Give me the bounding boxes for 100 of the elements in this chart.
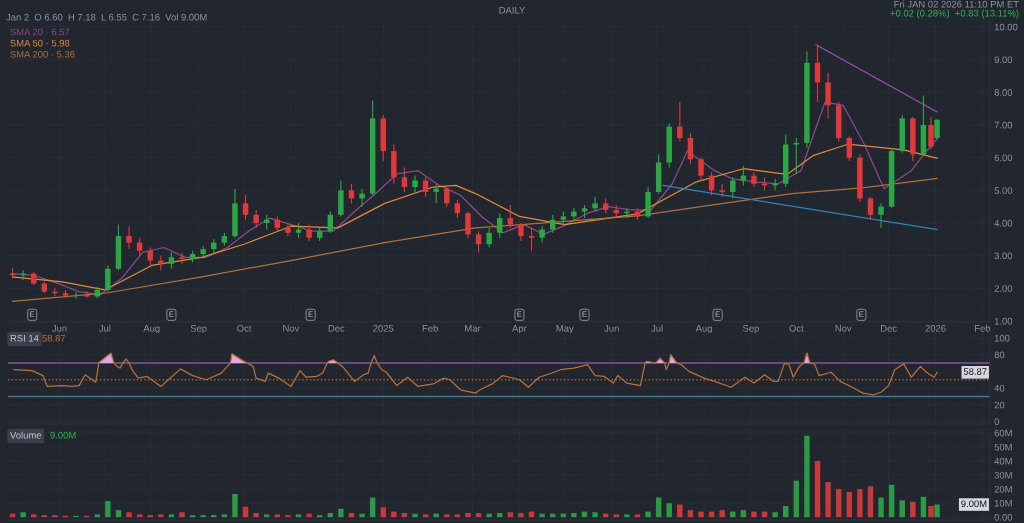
text: Fri JAN 02 2026 11:10 PM ET xyxy=(894,0,1019,8)
bar xyxy=(804,435,810,518)
candlestick xyxy=(486,227,492,249)
bar xyxy=(444,514,450,518)
bar xyxy=(624,514,630,518)
y-tick-label: 5.00 xyxy=(994,187,1013,194)
candlestick xyxy=(867,196,874,221)
candlestick xyxy=(539,225,545,244)
x-tick-label: Oct xyxy=(789,325,804,332)
candlestick xyxy=(253,209,259,229)
candlestick xyxy=(73,291,79,300)
bar xyxy=(52,515,58,518)
candlestick xyxy=(412,175,418,195)
y-tick-label: 60M xyxy=(994,429,1012,437)
x-tick-label: Dec xyxy=(881,325,897,332)
bar xyxy=(306,513,312,518)
bar xyxy=(211,515,217,518)
bar xyxy=(115,510,122,518)
text: SMA 50 · 5.98 xyxy=(10,39,70,47)
bar xyxy=(221,514,228,518)
bar xyxy=(147,515,153,518)
bar xyxy=(126,512,132,518)
candlestick xyxy=(507,204,514,229)
bar xyxy=(31,514,37,518)
x-tick-label: Feb xyxy=(975,324,991,332)
bar xyxy=(928,505,934,518)
bar xyxy=(274,514,281,518)
candlestick xyxy=(433,183,439,204)
bar xyxy=(316,515,323,518)
bar xyxy=(232,494,238,518)
annotation: 58.87 xyxy=(42,334,66,342)
bar xyxy=(422,514,429,518)
x-tick-label: Jul xyxy=(98,324,111,332)
x-tick-label: Jul xyxy=(651,324,663,332)
bar xyxy=(857,489,863,518)
bar xyxy=(613,514,619,518)
bar xyxy=(867,486,874,518)
bar xyxy=(158,514,164,518)
bar xyxy=(539,513,545,518)
candlestick xyxy=(465,210,471,239)
x-tick-label: Aug xyxy=(695,325,712,334)
bar xyxy=(465,512,471,518)
bar xyxy=(719,510,725,518)
text: SMA 200 · 5.36 xyxy=(10,50,75,58)
y-tick-label: 0.00 xyxy=(994,514,1013,521)
bar xyxy=(666,503,672,518)
bar xyxy=(751,511,757,518)
text: +0.02 (0.28%) +0.83 (13.11%) xyxy=(890,9,1019,19)
bar xyxy=(772,512,778,518)
y-tick-label: 2.00 xyxy=(994,285,1013,292)
bar xyxy=(295,514,302,518)
y-tick-label: 4.00 xyxy=(994,219,1013,227)
x-tick-label: Aug xyxy=(143,325,160,334)
bar xyxy=(359,513,365,518)
candlestick xyxy=(422,176,429,198)
candlestick xyxy=(528,227,535,252)
bar xyxy=(264,514,270,518)
candlestick xyxy=(677,101,683,142)
chart-title: DAILY xyxy=(499,6,526,14)
y-tick-label: 80 xyxy=(994,351,1005,359)
bar xyxy=(433,513,439,518)
candlestick xyxy=(928,116,934,151)
candlestick xyxy=(444,184,450,208)
bar xyxy=(920,496,927,518)
y-tick-label: 20 xyxy=(994,401,1005,409)
bar xyxy=(740,510,747,518)
bar xyxy=(825,482,831,518)
annotation: 9.00M xyxy=(50,431,76,439)
bar xyxy=(888,484,895,518)
y-tick-label: 9.00 xyxy=(994,56,1013,64)
bar xyxy=(634,514,641,518)
bar xyxy=(486,513,492,518)
bar xyxy=(136,514,143,518)
bar xyxy=(285,515,291,518)
x-tick-label: Jun xyxy=(604,325,619,332)
bar xyxy=(835,489,842,518)
candlestick xyxy=(401,166,408,193)
candlestick xyxy=(327,210,334,234)
candlestick xyxy=(497,212,503,239)
text: SMA 20 · 6.57 xyxy=(10,28,70,36)
x-tick-label: Sep xyxy=(190,325,207,334)
bar xyxy=(814,461,821,518)
candlestick xyxy=(846,135,853,162)
bar xyxy=(878,497,884,518)
y-tick-label: 3.00 xyxy=(994,252,1013,260)
bar xyxy=(687,510,694,518)
bar xyxy=(454,514,461,518)
bar xyxy=(677,504,683,518)
bar xyxy=(391,511,397,518)
bar xyxy=(380,507,386,518)
y-tick-label: 50M xyxy=(994,443,1012,451)
x-tick-label: Feb xyxy=(422,324,438,332)
bar xyxy=(645,511,651,518)
x-tick-label: May xyxy=(556,325,574,334)
candlestick xyxy=(592,196,598,213)
y-tick-label: 20M xyxy=(994,485,1012,493)
bar xyxy=(200,515,206,518)
bar xyxy=(338,508,344,518)
line-series xyxy=(11,177,938,303)
x-tick-label: Nov xyxy=(835,325,852,332)
